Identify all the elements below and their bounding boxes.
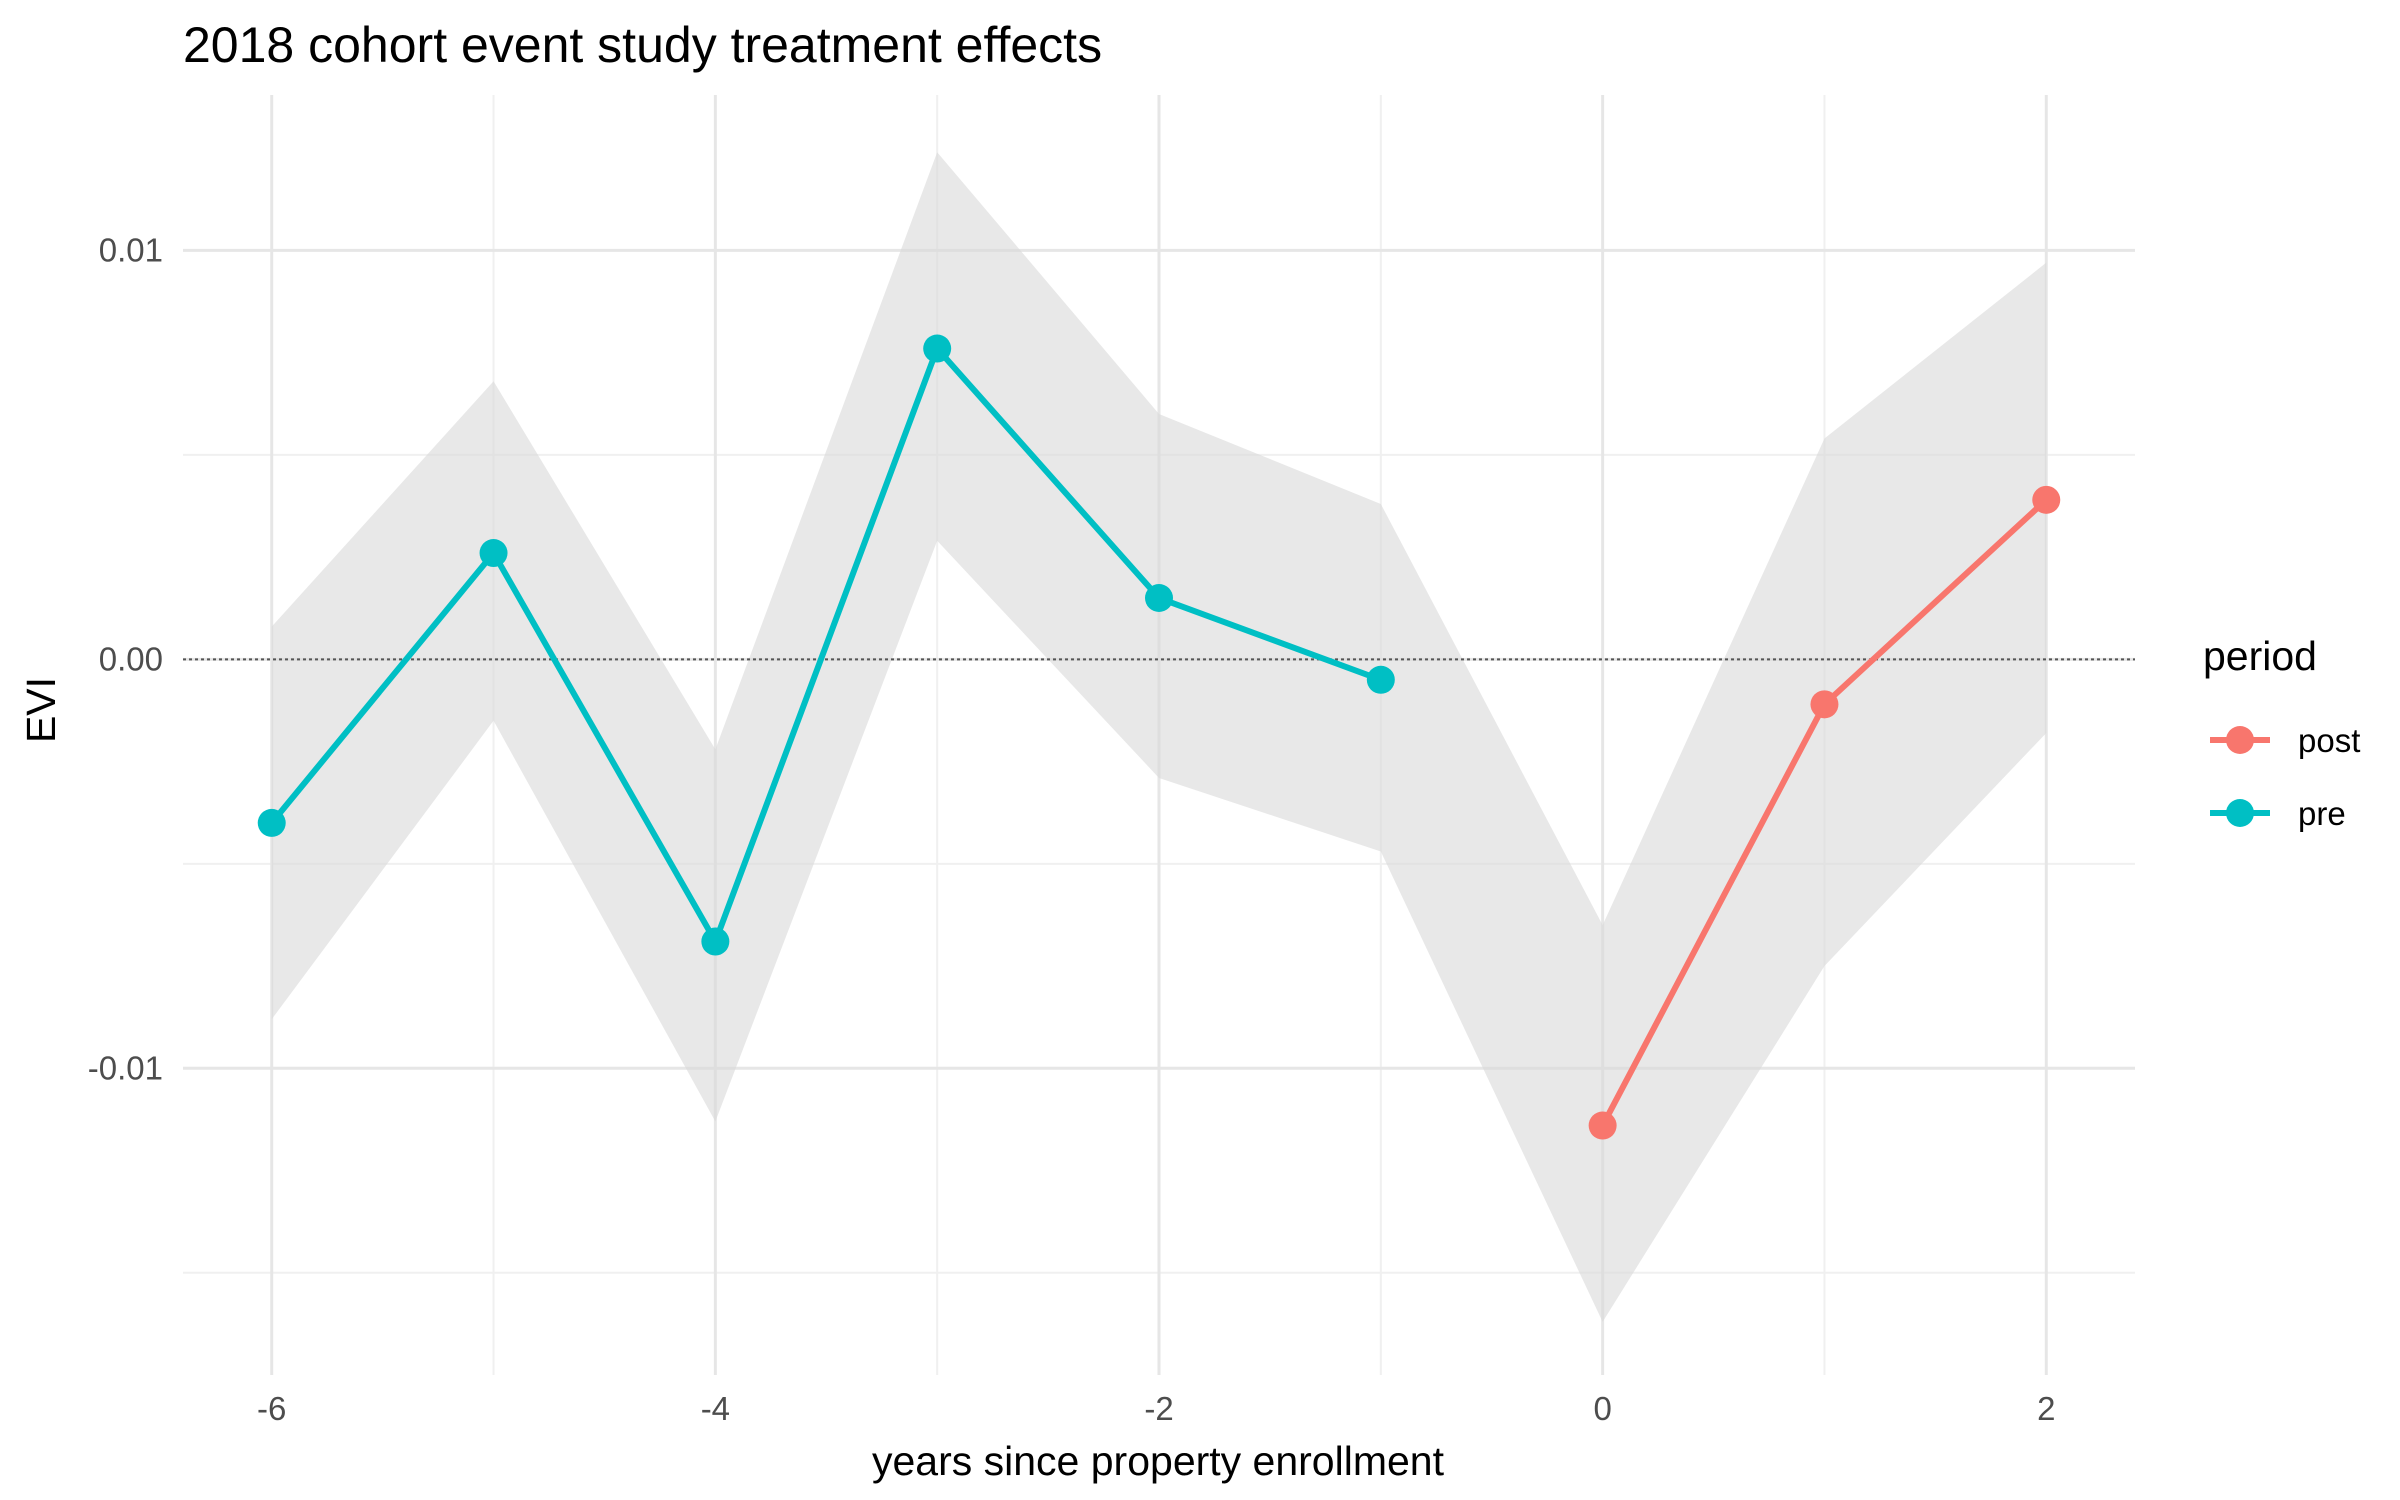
data-point-pre	[1145, 584, 1173, 613]
data-point-post	[1810, 690, 1839, 719]
x-tick-label: -6	[257, 1390, 286, 1427]
data-point-pre	[923, 334, 952, 363]
x-tick-label: 2	[2037, 1390, 2055, 1427]
y-axis-title: EVI	[18, 677, 64, 743]
legend: period post pre	[2203, 633, 2360, 832]
x-tick-label: -2	[1144, 1390, 1173, 1427]
legend-key-point-pre	[2226, 799, 2254, 827]
series-line-pre	[269, 345, 1382, 945]
chart-title: 2018 cohort event study treatment effect…	[183, 17, 1102, 73]
data-point-pre	[701, 927, 730, 956]
x-tick-label: 0	[1593, 1390, 1611, 1427]
x-axis-ticks: -6 -4 -2 0 2	[257, 1390, 2055, 1427]
data-point-post	[1588, 1111, 1617, 1140]
legend-label-pre: pre	[2298, 795, 2346, 832]
legend-title: period	[2203, 633, 2317, 679]
y-axis-ticks: -0.01 0.00 0.01	[88, 231, 163, 1086]
series-group	[257, 334, 2061, 1140]
y-tick-label: -0.01	[88, 1049, 163, 1086]
legend-label-post: post	[2298, 722, 2360, 759]
data-point-post	[2032, 485, 2061, 514]
confidence-band	[271, 152, 2047, 1322]
y-tick-label: 0.01	[99, 231, 163, 268]
legend-key-point-post	[2226, 726, 2254, 754]
data-point-pre	[1366, 665, 1395, 694]
data-point-pre	[257, 808, 286, 837]
x-tick-label: -4	[701, 1390, 730, 1427]
x-axis-title: years since property enrollment	[872, 1438, 1445, 1484]
data-point-pre	[479, 539, 508, 568]
y-tick-label: 0.00	[99, 640, 163, 677]
confidence-band-area	[271, 152, 2047, 1322]
